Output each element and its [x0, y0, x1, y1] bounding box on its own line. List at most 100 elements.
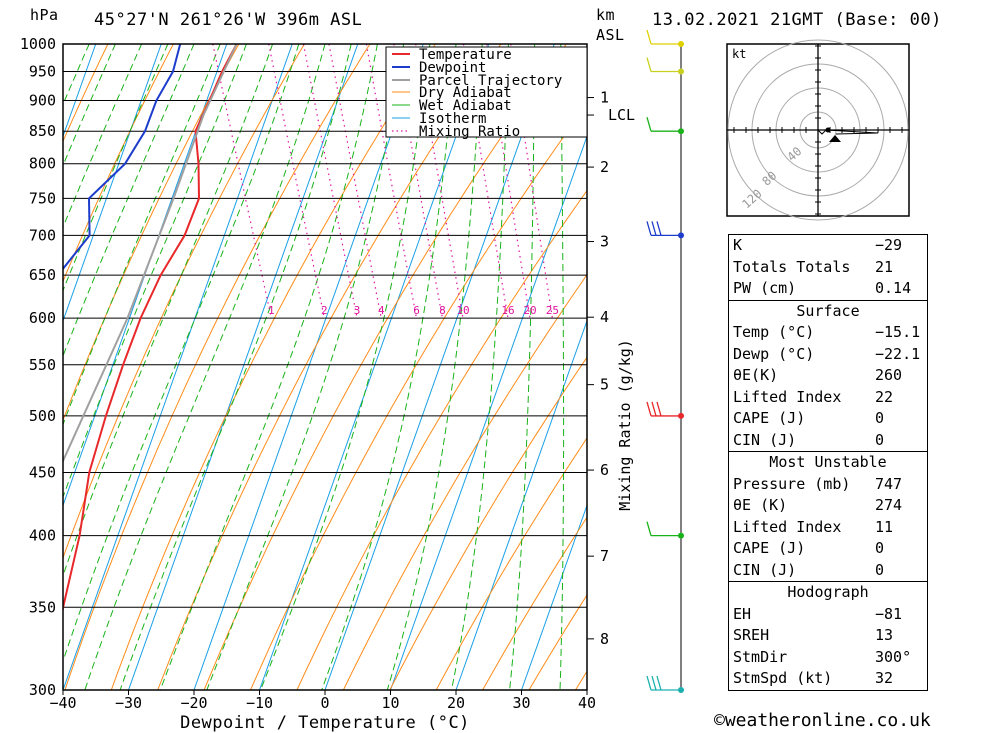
hodograph-storm-marker [829, 135, 841, 142]
wet-adiabat-line [159, 44, 378, 690]
dry-adiabat-line [947, 44, 1000, 690]
x-tick-label: −30 [115, 694, 142, 712]
pressure-label: 750 [29, 189, 56, 207]
mixing-ratio-label: 25 [546, 304, 559, 317]
wet-adiabat-line [509, 44, 536, 690]
surface-row-li: Lifted Index 22 [733, 387, 894, 406]
pressure-unit-label: hPa [30, 6, 59, 24]
parcel-trajectory-line [63, 44, 238, 464]
wind-barb-dot [678, 41, 684, 47]
wind-barb-feather [646, 401, 652, 417]
km-tick-label: 7 [600, 547, 609, 565]
hodograph-panel: kt 40 80 120 [726, 39, 910, 221]
wind-barb-dot [678, 68, 684, 75]
pressure-label: 650 [29, 266, 56, 284]
dry-adiabat-line [203, 44, 567, 690]
wind-barb-feather [656, 221, 662, 236]
hodo-row-stmspd: StmSpd (kt) 32 [733, 669, 894, 687]
asl-unit-label: ASL [596, 26, 625, 44]
pressure-label: 800 [29, 155, 56, 173]
wet-adiabat-line [260, 44, 431, 690]
isotherm-line [0, 44, 30, 690]
pressure-label: 950 [29, 63, 56, 81]
x-tick-label: 30 [512, 694, 530, 712]
wind-barb-feather [656, 401, 662, 417]
legend-dry-adiabat: Dry Adiabat [419, 85, 512, 101]
legend-isotherm: Isotherm [419, 111, 486, 127]
x-tick-label: 40 [578, 694, 596, 712]
station-location: 45°27'N 261°26'W 396m ASL [94, 10, 363, 30]
mixing-ratio-label: 16 [501, 304, 514, 317]
legend-dewpoint: Dewpoint [419, 60, 486, 76]
isotherm-line [390, 134, 587, 690]
x-tick-label: 0 [320, 694, 329, 712]
wind-barb-feather [646, 521, 652, 536]
wet-adiabat-line [63, 44, 247, 499]
dry-adiabat-line [110, 44, 436, 690]
dry-adiabat-line [64, 44, 371, 690]
wet-adiabat-line [63, 44, 300, 663]
wind-barb-feather [646, 29, 652, 45]
isotherm-line [521, 503, 587, 690]
mu-row-thetae: θE (K) 274 [733, 496, 903, 514]
legend-temperature: Temperature [419, 47, 512, 63]
pressure-label: 500 [29, 407, 56, 425]
wind-barb-dot [678, 532, 684, 539]
pressure-label: 400 [29, 527, 56, 545]
index-row-totals: Totals Totals 21 [733, 257, 894, 276]
wet-adiabat-line [386, 44, 483, 690]
indices-table: K −29 Totals Totals 21 PW (cm) 0.14 Surface… [728, 234, 928, 691]
surface-row-cin: CIN (J) 0 [733, 430, 885, 449]
chart-legend: Temperature Dewpoint Parcel Trajectory D… [385, 46, 588, 140]
wind-barb-feather [651, 221, 657, 236]
wet-adiabat-line [63, 44, 116, 167]
surface-row-cape: CAPE (J) 0 [733, 409, 885, 427]
wind-barb-feather [646, 221, 652, 236]
surface-row-thetae: θE(K) 260 [733, 366, 903, 384]
wind-barb-dot [678, 232, 684, 239]
hodograph-storm-dot [825, 127, 831, 133]
dry-adiabat-line [63, 44, 305, 560]
wet-adiabat-line [451, 44, 509, 690]
dewpoint-line [63, 44, 182, 271]
index-row-k: K −29 [733, 236, 903, 254]
x-tick-label: −20 [180, 694, 207, 712]
isotherm-line [63, 44, 293, 690]
dry-adiabat-line [435, 437, 587, 690]
pressure-label: 1000 [20, 35, 56, 53]
mixing-ratio-label: 1 [268, 304, 275, 317]
surface-row-temp: Temp (°C) −15.1 [733, 323, 921, 341]
km-tick-label: 5 [600, 376, 609, 394]
plot-frame [62, 43, 588, 691]
dry-adiabat-line [389, 356, 587, 690]
mixing-ratio-label: 4 [378, 304, 385, 317]
wind-barb-dot [678, 128, 684, 135]
credit-link[interactable]: ©weatheronline.co.uk [714, 710, 931, 731]
isotherm-line [63, 44, 228, 507]
hodo-row-stmdir: StmDir 300° [733, 647, 912, 666]
hodograph-unit: kt [732, 47, 746, 61]
wet-adiabat-line [63, 44, 169, 292]
legend-wet-adiabat: Wet Adiabat [419, 98, 512, 114]
x-tick-label: −10 [246, 694, 273, 712]
mixing-ratio-axis-title: Mixing Ratio (g/kg) [616, 339, 634, 511]
wet-adiabat-line [84, 44, 326, 690]
wind-barb-feather [646, 117, 652, 132]
surface-title: Surface [796, 301, 860, 320]
pressure-label: 700 [29, 226, 56, 244]
hodograph-title: Hodograph [787, 583, 869, 601]
hodo-row-eh: EH −81 [733, 604, 903, 623]
wind-barb-feather [646, 675, 652, 691]
mu-row-pressure: Pressure (mb) 747 [733, 474, 903, 493]
mu-row-li: Lifted Index 11 [733, 517, 894, 536]
wind-barb-feather [651, 401, 657, 417]
wind-barb-feather [651, 675, 657, 691]
wet-adiabat-line [63, 44, 143, 229]
mixing-ratio-line [328, 44, 382, 319]
pressure-label: 350 [29, 598, 56, 616]
mixing-ratio-label: 6 [413, 304, 420, 317]
mixing-ratio-line [302, 44, 358, 319]
isotherm-line [128, 44, 359, 690]
dry-adiabat-line [993, 44, 1000, 690]
